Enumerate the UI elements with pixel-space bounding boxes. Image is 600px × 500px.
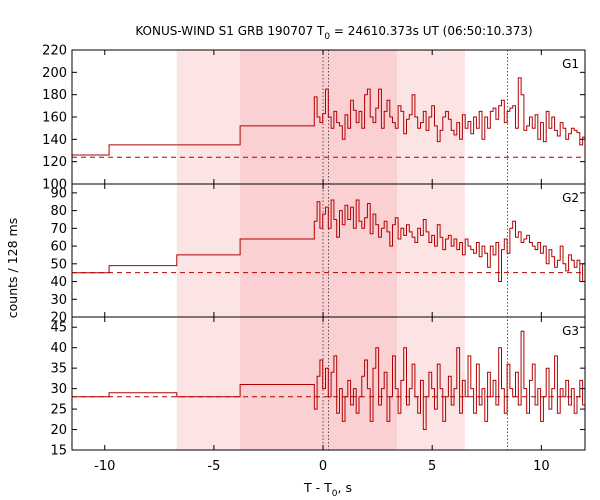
y-axis-label: counts / 128 ms	[5, 218, 20, 318]
y-tick-label-g3: 25	[50, 403, 67, 418]
y-tick-label-g2: 50	[50, 257, 67, 272]
x-tick-label: -5	[207, 459, 220, 474]
x-tick-label: 0	[319, 459, 327, 474]
panel-frame-g3	[71, 316, 586, 451]
y-tick-label-g1: 120	[42, 155, 67, 170]
shaded-interval-2	[397, 50, 465, 450]
y-tick-label-g2: 30	[50, 293, 67, 308]
x-tick-label: 10	[533, 459, 550, 474]
series-line-g1	[72, 77, 585, 156]
series-line-g2	[72, 199, 585, 282]
y-tick-label-g3: 20	[50, 423, 67, 438]
shaded-intervals	[176, 50, 465, 450]
y-tick-label-g2: 60	[50, 240, 67, 255]
y-tick-label-g2: 20	[50, 311, 67, 326]
y-tick-label-g2: 80	[50, 204, 67, 219]
y-tick-label-g3: 30	[50, 382, 67, 397]
series-line-g3	[72, 330, 585, 430]
shaded-interval-1	[240, 50, 398, 450]
x-tick-label: 5	[428, 459, 436, 474]
shaded-interval-0	[176, 50, 241, 450]
panel-label-g3: G3	[562, 324, 579, 338]
y-tick-label-g2: 40	[50, 275, 67, 290]
panel-label-g1: G1	[562, 57, 579, 71]
y-tick-label-g3: 40	[50, 341, 67, 356]
y-tick-label-g3: 15	[50, 444, 67, 459]
y-tick-label-g1: 180	[42, 88, 67, 103]
y-tick-label-g2: 70	[50, 222, 67, 237]
y-tick-label-g1: 160	[42, 111, 67, 126]
y-tick-label-g1: 220	[42, 44, 67, 59]
series-layer	[72, 77, 585, 430]
chart-title-subscript: 0	[324, 32, 330, 42]
chart-title: KONUS-WIND S1 GRB 190707 T0 = 24610.373s…	[135, 24, 532, 42]
x-axis-label: T - T0, s	[303, 480, 352, 499]
x-tick-label: -10	[94, 459, 115, 474]
x-axis-label-subscript: 0	[332, 489, 338, 499]
y-tick-label-g3: 45	[50, 321, 67, 336]
y-tick-label-g1: 140	[42, 133, 67, 148]
y-tick-label-g3: 35	[50, 362, 67, 377]
panel-label-g2: G2	[562, 191, 579, 205]
tick-layer: G1100120140160180200220G2203040506070809…	[42, 44, 585, 474]
y-tick-label-g1: 200	[42, 66, 67, 81]
y-tick-label-g1: 100	[42, 178, 67, 193]
y-tick-label-g2: 90	[50, 186, 67, 201]
